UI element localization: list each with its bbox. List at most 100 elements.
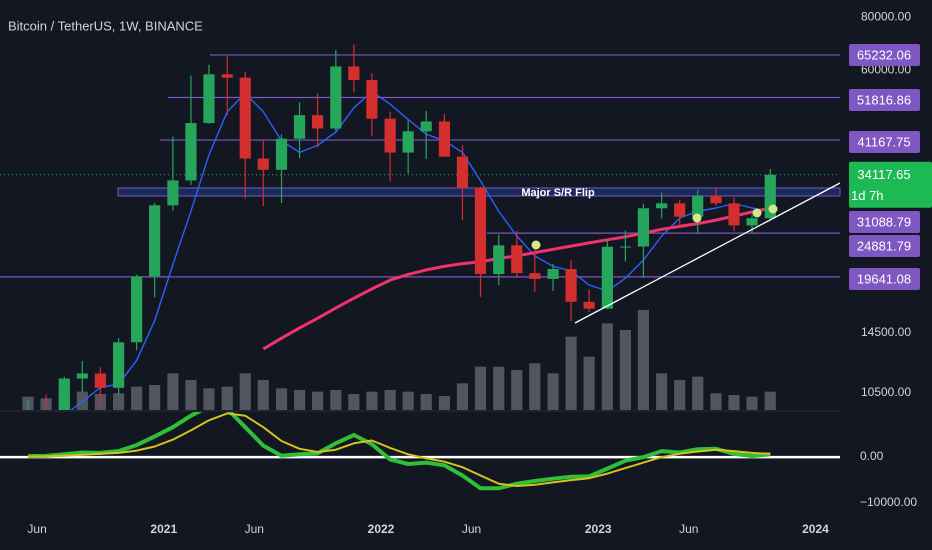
volume-bar — [149, 385, 161, 410]
macd-layer — [0, 412, 840, 491]
volume-bar — [275, 388, 288, 410]
marker — [692, 213, 702, 223]
candle-body — [185, 123, 197, 181]
y-tick-label: 10500.00 — [861, 385, 911, 399]
macd-tick-label: −10000.00 — [860, 495, 917, 509]
x-tick-label: Jun — [462, 522, 481, 536]
candle-body — [692, 195, 704, 217]
volume-bar — [221, 386, 233, 410]
candle-body — [330, 66, 342, 129]
marker — [752, 208, 762, 218]
last-price-bg — [849, 161, 932, 208]
macd-line — [27, 412, 771, 491]
candle-body — [58, 378, 70, 410]
candle-body — [384, 118, 396, 153]
candle-body — [456, 156, 469, 188]
volume-bar — [746, 396, 758, 410]
candle-body — [637, 208, 650, 247]
volume-bar — [384, 390, 396, 410]
level-label: 19641.08 — [857, 271, 911, 286]
volume-bar — [293, 390, 306, 410]
x-tick-label: 2024 — [802, 522, 829, 536]
x-tick-label: 2021 — [150, 522, 177, 536]
candle-body — [511, 245, 523, 274]
level-label-bg — [849, 268, 920, 290]
candle-body — [94, 373, 106, 388]
candle-body — [239, 77, 251, 159]
candle-body — [293, 115, 306, 139]
level-label: 24881.79 — [857, 238, 911, 253]
volume-bar — [619, 330, 631, 410]
volume-bar — [656, 373, 668, 410]
candle-body — [402, 131, 414, 153]
candle-body — [583, 301, 595, 309]
candle-body — [674, 203, 686, 217]
volume-bar — [764, 391, 776, 410]
volume-bar — [637, 310, 650, 410]
candle-body — [420, 121, 432, 132]
y-tick-label: 14500.00 — [861, 325, 911, 339]
volume-bar — [456, 383, 469, 410]
candle-body — [203, 74, 215, 124]
x-tick-label: Jun — [679, 522, 698, 536]
candle-body — [529, 273, 541, 279]
level-label-bg — [849, 235, 920, 257]
marker — [768, 204, 778, 214]
volume-bar — [710, 393, 722, 410]
candle-body — [366, 80, 378, 119]
volume-bar — [601, 323, 613, 410]
macd-line — [27, 412, 771, 487]
volume-bar — [474, 366, 487, 410]
x-tick-label: Jun — [245, 522, 264, 536]
volume-bar — [239, 373, 251, 410]
x-tick-label: Jun — [27, 522, 46, 536]
candle-body — [348, 66, 360, 81]
volume-bar — [366, 391, 378, 410]
candle-body — [619, 246, 631, 248]
level-label: 41167.75 — [857, 134, 910, 149]
volume-bar — [420, 394, 432, 410]
candle-body — [565, 269, 577, 302]
x-tick-label: 2022 — [368, 522, 395, 536]
level-label-bg — [849, 89, 920, 111]
volume-bar — [257, 380, 269, 410]
trend-line — [574, 182, 841, 324]
chart-title: Bitcoin / TetherUS, 1W, BINANCE — [8, 18, 203, 33]
volume-bar — [583, 356, 595, 410]
volume-bar — [511, 370, 523, 410]
volume-bar — [547, 373, 559, 410]
candle-body — [76, 373, 88, 379]
volume-bar — [348, 394, 360, 410]
volume-bar — [438, 396, 451, 410]
last-price-label: 34117.65 — [857, 167, 910, 182]
y-tick-label: 80000.00 — [861, 9, 911, 23]
marker — [531, 240, 541, 250]
x-tick-label: 2023 — [585, 522, 612, 536]
volume-bar — [330, 390, 342, 410]
candle-body — [131, 276, 143, 343]
level-label: 51816.86 — [857, 92, 911, 107]
level-label: 31088.79 — [857, 214, 911, 229]
volume-bar — [185, 380, 197, 410]
axis-layer: 80000.00 60000.00 14500.00 10500.00 65232.06… — [27, 9, 932, 536]
candle-body — [746, 218, 758, 226]
candle-body — [149, 205, 161, 277]
candle-body — [710, 195, 722, 204]
y-tick-label: 60000.00 — [861, 63, 911, 77]
moving-average — [69, 90, 771, 410]
candle-body — [601, 246, 613, 309]
candle-body — [275, 138, 288, 170]
volume-bar — [728, 395, 740, 410]
countdown-label: 1d 7h — [851, 188, 884, 203]
volume-bar — [113, 393, 125, 410]
volume-bar — [311, 391, 324, 410]
volume-bar — [131, 386, 143, 410]
candle-body — [728, 203, 740, 226]
volume-bar — [402, 391, 414, 410]
volume-bar — [203, 388, 215, 410]
candle-body — [547, 269, 559, 279]
candle-body — [656, 203, 668, 209]
candle-body — [257, 158, 269, 170]
candle-body — [493, 245, 505, 275]
